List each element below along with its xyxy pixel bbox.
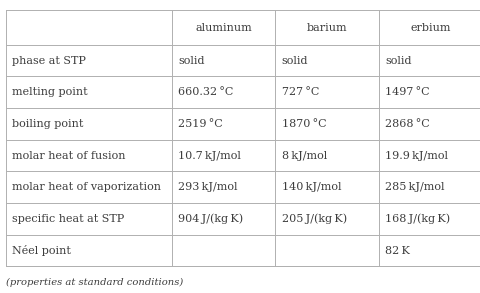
Text: solid: solid	[178, 56, 204, 66]
Text: 1497 °C: 1497 °C	[384, 87, 429, 97]
Text: 2519 °C: 2519 °C	[178, 119, 223, 129]
Text: 10.7 kJ/mol: 10.7 kJ/mol	[178, 151, 241, 161]
Text: solid: solid	[384, 56, 411, 66]
Text: (properties at standard conditions): (properties at standard conditions)	[6, 277, 183, 287]
Text: 293 kJ/mol: 293 kJ/mol	[178, 182, 238, 192]
Text: 1870 °C: 1870 °C	[281, 119, 326, 129]
Text: boiling point: boiling point	[12, 119, 83, 129]
Text: 8 kJ/mol: 8 kJ/mol	[281, 151, 326, 161]
Text: aluminum: aluminum	[195, 23, 251, 33]
Text: 904 J/(kg K): 904 J/(kg K)	[178, 214, 243, 224]
Text: molar heat of fusion: molar heat of fusion	[12, 151, 125, 161]
Text: 205 J/(kg K): 205 J/(kg K)	[281, 214, 346, 224]
Text: 727 °C: 727 °C	[281, 87, 319, 97]
Text: 140 kJ/mol: 140 kJ/mol	[281, 182, 341, 192]
Text: 82 K: 82 K	[384, 246, 409, 255]
Text: molar heat of vaporization: molar heat of vaporization	[12, 182, 161, 192]
Text: 19.9 kJ/mol: 19.9 kJ/mol	[384, 151, 447, 161]
Text: melting point: melting point	[12, 87, 87, 97]
Text: barium: barium	[306, 23, 347, 33]
Text: 168 J/(kg K): 168 J/(kg K)	[384, 214, 449, 224]
Text: 660.32 °C: 660.32 °C	[178, 87, 233, 97]
Text: specific heat at STP: specific heat at STP	[12, 214, 124, 224]
Text: 2868 °C: 2868 °C	[384, 119, 429, 129]
Text: 285 kJ/mol: 285 kJ/mol	[384, 182, 444, 192]
Text: solid: solid	[281, 56, 308, 66]
Text: phase at STP: phase at STP	[12, 56, 86, 66]
Text: Néel point: Néel point	[12, 245, 71, 256]
Text: erbium: erbium	[409, 23, 450, 33]
